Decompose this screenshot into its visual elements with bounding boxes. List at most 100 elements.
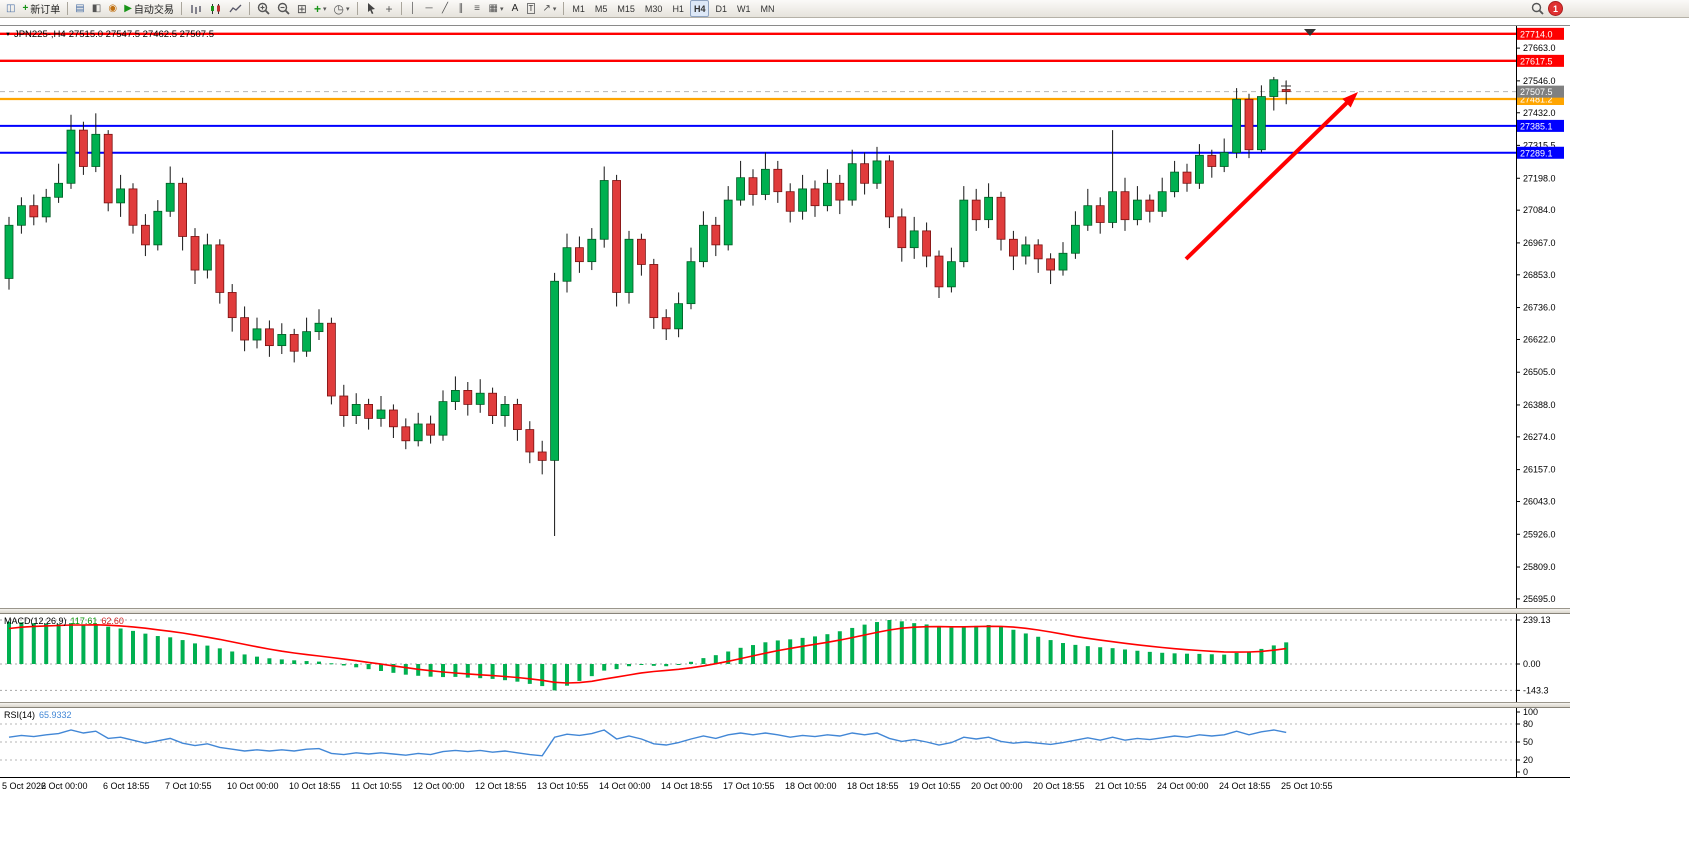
time-axis-label: 21 Oct 10:55	[1095, 781, 1147, 791]
macd-histogram-bar	[689, 661, 693, 664]
time-axis-label: 24 Oct 18:55	[1219, 781, 1271, 791]
bar-chart-type-button[interactable]	[186, 1, 205, 16]
macd-histogram-bar	[1073, 644, 1078, 664]
chevron-down-icon: ▾	[345, 5, 350, 13]
macd-histogram-bar	[651, 664, 656, 666]
macd-histogram-bar	[875, 622, 879, 664]
timeframe-h4-button[interactable]: H4	[689, 0, 710, 17]
macd-histogram-bar	[403, 664, 408, 675]
timeframe-mn-button[interactable]: MN	[760, 3, 775, 14]
periods-button[interactable]: ◷ ▾	[331, 1, 353, 16]
timeframe-m5-button[interactable]: M5	[594, 3, 608, 14]
macd-histogram-bar	[701, 658, 706, 664]
main-chart-canvas[interactable]: 27663.0 27546.0 27432.0 27315.5 27198.0 27084…	[0, 25, 1570, 609]
timeframe-m15-button[interactable]: M15	[617, 3, 635, 14]
rsi-value: 65.9332	[39, 710, 72, 720]
timeframe-h1-button[interactable]: H1	[672, 3, 684, 14]
timeframe-m1-button[interactable]: M1	[572, 3, 585, 14]
macd-histogram-bar	[577, 664, 582, 681]
trendline-button[interactable]: ╱	[438, 1, 453, 16]
chart-window-button[interactable]: ◫	[3, 1, 18, 16]
macd-histogram-bar	[614, 664, 619, 670]
indicators-button[interactable]: + ▾	[311, 1, 330, 16]
candle-body	[823, 182, 832, 207]
time-axis[interactable]: 5 Oct 2022 6 Oct 00:00 6 Oct 18:55 7 Oct 10…	[0, 777, 1570, 796]
toolbar-separator	[563, 2, 565, 15]
macd-histogram-bar	[775, 640, 780, 664]
arrow-tool-icon: ↗	[542, 2, 551, 14]
toolbar-separator	[248, 2, 250, 15]
time-axis-label: 25 Oct 10:55	[1281, 781, 1333, 791]
candle-body	[785, 191, 795, 212]
time-axis-label: 14 Oct 18:55	[661, 781, 713, 791]
crosshair-button[interactable]: +	[382, 1, 397, 16]
time-axis-label: 17 Oct 10:55	[723, 781, 775, 791]
candle-body	[202, 244, 212, 271]
fibonacci-button[interactable]: ≡	[470, 1, 485, 16]
candle-body	[934, 255, 944, 288]
search-button[interactable]	[1528, 1, 1547, 16]
print-button[interactable]: ▤	[72, 1, 87, 16]
candle-chart-type-button[interactable]	[206, 1, 225, 16]
price-level-badge-label: 27289.1	[1520, 148, 1553, 158]
zoom-in-button[interactable]	[254, 1, 273, 16]
text-tool-label: A	[511, 3, 519, 14]
price-tick-label: 26157.0	[1523, 465, 1556, 475]
line-chart-type-button[interactable]	[226, 1, 245, 16]
shapes-button[interactable]: ▦ ▾	[486, 1, 507, 16]
macd-panel-canvas[interactable]: 239.13 0.00 -143.3	[0, 614, 1570, 702]
arrows-tool-button[interactable]: ↗ ▾	[539, 1, 559, 16]
tile-windows-icon: ⊞	[296, 1, 307, 16]
panel-splitter[interactable]	[0, 702, 1570, 708]
trend-arrow[interactable]	[1184, 98, 1351, 261]
timeframe-m30-button[interactable]: M30	[644, 3, 663, 14]
cursor-button[interactable]	[362, 1, 381, 16]
shift-end-marker[interactable]	[1304, 29, 1316, 36]
sound-alert-button[interactable]: ◉	[105, 1, 120, 16]
channel-button[interactable]: ∥	[454, 1, 469, 16]
candle-body	[29, 205, 39, 218]
notification-badge[interactable]: 1	[1548, 1, 1563, 16]
rsi-axis-label: 20	[1523, 755, 1533, 765]
candle-body	[798, 188, 807, 212]
candle-body	[971, 199, 981, 221]
candle-body	[587, 238, 597, 263]
price-tick-label: 27432.0	[1523, 108, 1556, 118]
candle-body	[264, 328, 274, 347]
vertical-line-icon: │	[409, 2, 417, 14]
price-tick-label: 27084.0	[1523, 205, 1556, 215]
tile-windows-button[interactable]: ⊞	[294, 1, 310, 16]
macd-main-value: 117.61	[70, 616, 98, 626]
horizontal-line-button[interactable]: ─	[422, 1, 437, 16]
candle-body	[897, 216, 907, 249]
auto-trading-button[interactable]: ▶ 自动交易	[121, 1, 177, 16]
play-icon: ▶	[124, 2, 132, 14]
text-label-tool-button[interactable]: T	[523, 1, 538, 16]
price-tick-label: 25695.0	[1523, 594, 1556, 604]
macd-histogram-bar	[1011, 629, 1016, 664]
new-order-label: 新订单	[30, 5, 61, 16]
macd-signal-value: 62.60	[101, 616, 124, 626]
rsi-panel-canvas[interactable]: 100 80 50 20 0	[0, 708, 1570, 777]
text-tool-button[interactable]: A	[507, 1, 522, 16]
zoom-out-button[interactable]	[274, 1, 293, 16]
new-order-button[interactable]: + 新订单	[19, 1, 63, 16]
macd-histogram-bar	[155, 636, 160, 664]
candle-body	[773, 168, 783, 193]
vertical-line-button[interactable]: │	[406, 1, 421, 16]
trendline-icon: ╱	[441, 2, 449, 14]
macd-histogram-bar	[639, 664, 644, 665]
candle-body	[711, 224, 721, 246]
data-window-button[interactable]: ◧	[89, 1, 104, 16]
panel-splitter[interactable]	[0, 608, 1570, 614]
candle-body	[736, 177, 745, 201]
time-axis-label: 10 Oct 18:55	[289, 781, 341, 791]
candle-body	[128, 188, 138, 226]
price-level-badge-label: 27617.5	[1520, 56, 1553, 66]
candle-body	[500, 404, 510, 416]
candle-body	[984, 196, 993, 221]
macd-histogram-bar	[44, 623, 49, 664]
timeframe-d1-button[interactable]: D1	[715, 3, 727, 14]
timeframe-w1-button[interactable]: W1	[736, 3, 751, 14]
horizontal-line-icon: ─	[425, 2, 433, 14]
